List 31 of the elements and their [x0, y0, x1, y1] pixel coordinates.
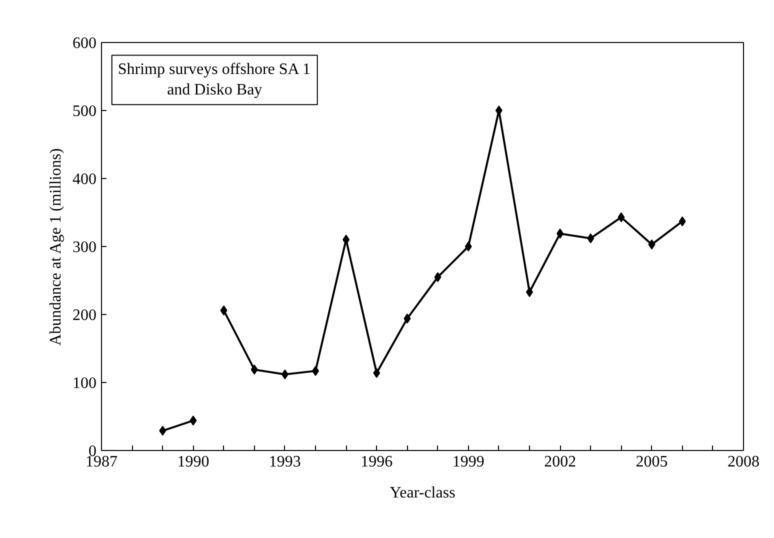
x-tick-label: 1993 — [268, 454, 301, 470]
point — [342, 234, 350, 245]
point — [434, 272, 442, 282]
point — [404, 314, 411, 324]
point — [678, 216, 686, 226]
y-tick-label: 300 — [72, 239, 96, 256]
point — [373, 368, 380, 378]
annotation: Shrimp surveys offshore SA 1 and Disko Bay — [118, 61, 310, 99]
point — [220, 305, 228, 316]
point — [159, 426, 166, 436]
y-axis-title: Abundance at Age 1 (millions) — [48, 148, 64, 346]
point — [190, 416, 197, 426]
point — [587, 233, 594, 244]
y-tick-label: 100 — [72, 375, 96, 392]
x-tick-label: 1999 — [452, 454, 484, 470]
y-tick-label: 200 — [72, 307, 96, 324]
x-tick-label: 2008 — [728, 454, 760, 470]
y-tick-label: 500 — [72, 103, 96, 120]
x-tick-label: 1990 — [177, 454, 210, 470]
x-tick-label: 1996 — [360, 454, 393, 470]
point — [618, 212, 625, 222]
y-tick-label: 600 — [72, 35, 96, 52]
point — [648, 239, 656, 250]
point — [556, 228, 564, 239]
point — [281, 369, 288, 380]
point — [250, 364, 258, 375]
x-axis-title: Year-class — [390, 484, 456, 502]
point — [464, 242, 472, 252]
x-tick-label: 2005 — [636, 454, 668, 470]
x-tick-label: 2002 — [544, 454, 576, 470]
y-tick-label: 400 — [72, 171, 96, 188]
